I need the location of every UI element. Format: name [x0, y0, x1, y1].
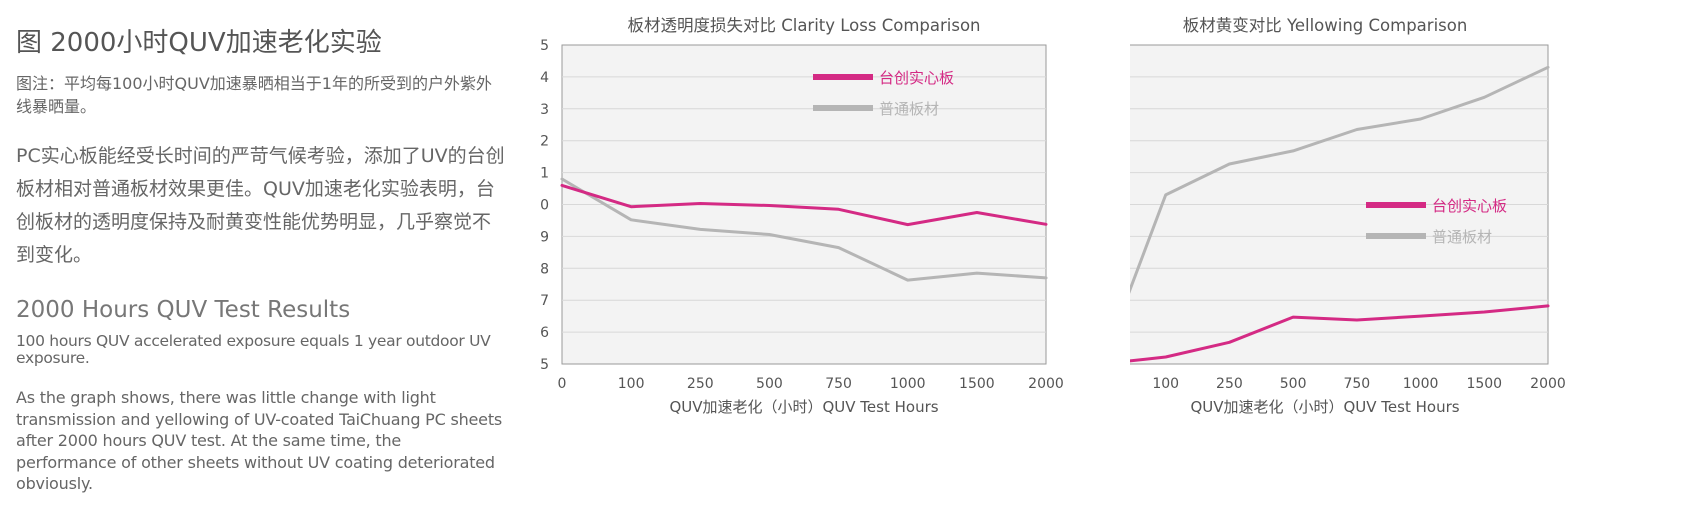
clarity-loss-chart: 板材透明度损失对比 Clarity Loss Comparison 85 86 87 8… [540, 16, 1064, 416]
english-note: 100 hours QUV accelerated exposure equal… [16, 332, 491, 367]
y-tick-label: 88 [540, 261, 549, 277]
y-tick-label: 90 [540, 198, 549, 214]
series-line [560, 183, 1048, 227]
legend-swatch [1366, 233, 1426, 239]
y-tick-label: 87 [540, 293, 549, 309]
x-tick-label: 1500 [959, 376, 995, 392]
chart-title: 板材黄变对比 Yellowing Comparison [1183, 16, 1468, 35]
x-tick-label: 750 [825, 376, 852, 392]
x-tick-label: 2000 [1530, 376, 1566, 392]
description-en: As the graph shows, there was little cha… [16, 388, 503, 493]
figure-note: 图注：平均每100小时QUV加速暴晒相当于1年的所受到的户外紫外线暴晒量。 [16, 74, 492, 116]
legend-swatch [813, 74, 873, 80]
y-tick-label: 95 [540, 38, 549, 54]
y-tick-label: 89 [540, 229, 549, 245]
page-title: 图 2000小时QUV加速老化实验 [16, 28, 382, 58]
series-line [1130, 304, 1550, 363]
legend-label: 普通板材 [879, 100, 939, 118]
legend-swatch [813, 105, 873, 111]
x-axis-label: QUV加速老化（小时）QUV Test Hours [669, 398, 938, 416]
y-tick-label: 91 [540, 166, 549, 182]
x-tick-label: 250 [1216, 376, 1243, 392]
series-line [1130, 65, 1550, 294]
legend-label: 普通板材 [1432, 228, 1492, 246]
x-tick-label: 100 [618, 376, 645, 392]
x-tick-label: 500 [1280, 376, 1307, 392]
y-tick-label: 86 [540, 325, 549, 341]
description-zh: PC实心板能经受长时间的严苛气候考验，添加了UV的台创板材相对普通板材效果更佳。… [16, 145, 505, 266]
x-tick-label: 1000 [890, 376, 926, 392]
x-tick-label: 100 [1152, 376, 1179, 392]
series-line [560, 177, 1048, 282]
x-tick-label: 250 [687, 376, 714, 392]
x-tick-label: 1000 [1403, 376, 1439, 392]
y-tick-label: 94 [540, 70, 549, 86]
chart-title: 板材透明度损失对比 Clarity Loss Comparison [627, 16, 980, 35]
legend-label: 台创实心板 [879, 69, 954, 87]
y-tick-label: 93 [540, 102, 549, 118]
english-title: 2000 Hours QUV Test Results [16, 297, 351, 323]
y-tick-label: 85 [540, 357, 549, 373]
x-tick-label: 500 [756, 376, 783, 392]
legend-swatch [1366, 202, 1426, 208]
y-tick-label: 92 [540, 134, 549, 150]
x-tick-label: 750 [1343, 376, 1370, 392]
x-tick-label: 2000 [1028, 376, 1064, 392]
legend-label: 台创实心板 [1432, 197, 1507, 215]
x-tick-label: 0 [558, 376, 567, 392]
x-tick-label: 1500 [1466, 376, 1502, 392]
x-axis-label: QUV加速老化（小时）QUV Test Hours [1190, 398, 1459, 416]
yellowing-chart: 板材黄变对比 Yellowing Comparison0123456789100… [1130, 16, 1566, 416]
